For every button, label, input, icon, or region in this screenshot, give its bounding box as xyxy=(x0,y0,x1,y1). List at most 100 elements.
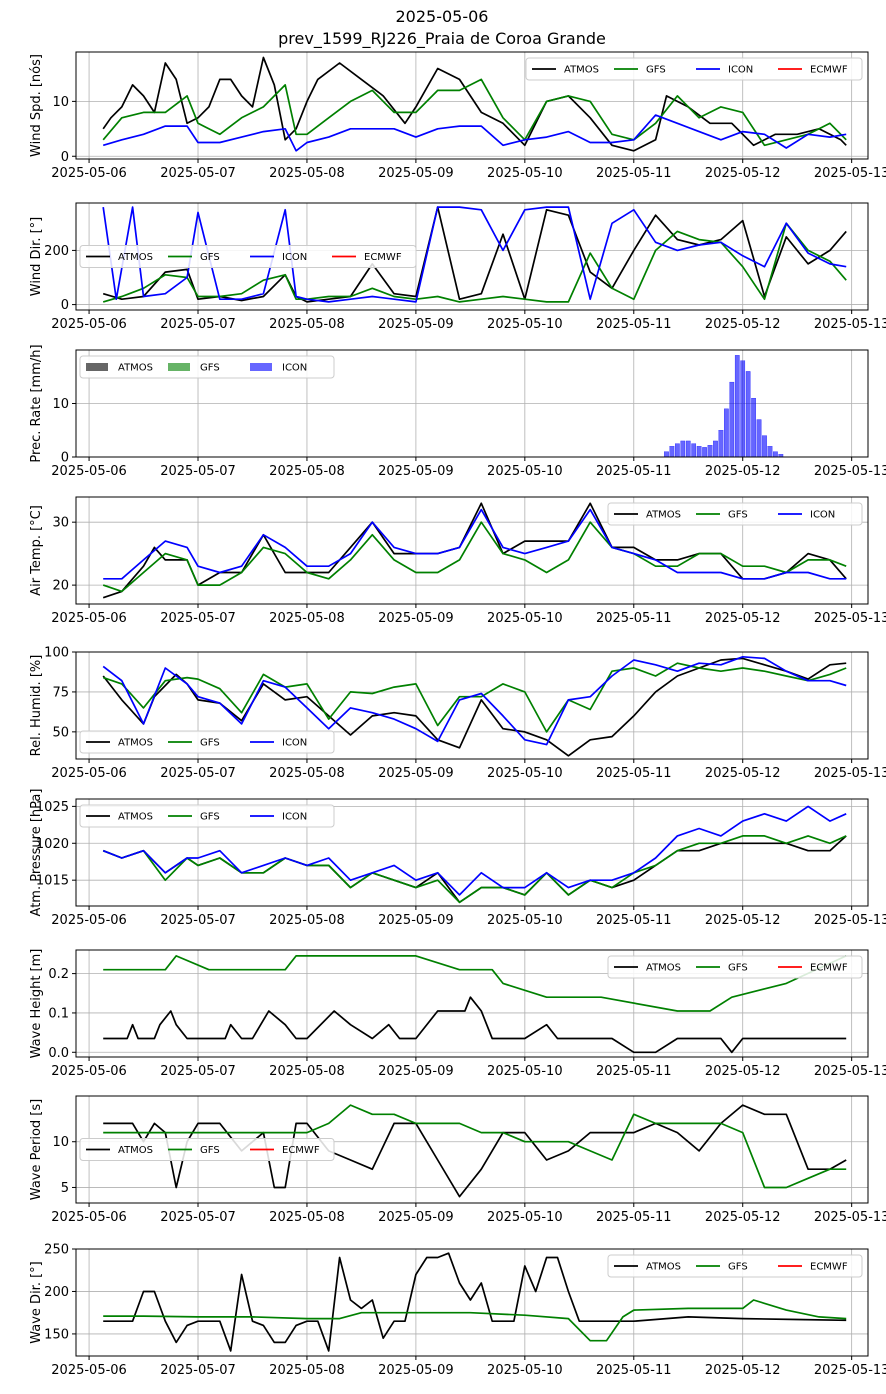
legend-label-ecmwf: ECMWF xyxy=(364,252,402,263)
legend-box xyxy=(525,57,863,81)
x-tick-label: 2025-05-07 xyxy=(160,1363,236,1378)
y-axis-label: Rel. Humid. [%] xyxy=(29,655,44,757)
x-tick-label: 2025-05-13 xyxy=(814,317,886,332)
y-axis-label: Atm. Pressure [hPa] xyxy=(29,789,44,917)
legend-label-gfs: GFS xyxy=(728,510,748,521)
series-line-gfs xyxy=(102,835,847,904)
bar-icon xyxy=(669,446,675,457)
panel-wave-height: 2025-05-06 2025-05-07 2025-05-08 2025-05-09… xyxy=(29,949,886,1079)
legend: ATMOS GFS ICON xyxy=(607,502,863,526)
x-tick-label: 2025-05-11 xyxy=(596,913,672,928)
legend-box xyxy=(607,1254,863,1278)
bar-icon xyxy=(756,419,762,457)
x-tick-label: 2025-05-12 xyxy=(705,766,781,781)
axes-frame xyxy=(75,798,869,907)
series-line-atmos xyxy=(103,1252,847,1352)
legend-swatch-atmos xyxy=(86,363,108,371)
bar-icon xyxy=(745,371,751,457)
x-tick-label: 2025-05-07 xyxy=(160,464,236,479)
bar-icon xyxy=(707,445,713,457)
x-tick-label: 2025-05-11 xyxy=(596,317,672,332)
bar-icon xyxy=(696,446,702,457)
x-tick-label: 2025-05-10 xyxy=(487,1363,563,1378)
legend-box xyxy=(79,730,335,754)
panel-precipitation: 2025-05-06 2025-05-07 2025-05-08 2025-05-09… xyxy=(29,344,886,479)
y-axis-label: Prec. Rate [mm/h] xyxy=(29,344,44,462)
y-tick-label: 5 xyxy=(61,1181,69,1196)
plot-area xyxy=(102,805,847,904)
legend-box xyxy=(79,355,335,379)
y-tick-label: 10 xyxy=(52,1135,69,1150)
x-tick-label: 2025-05-12 xyxy=(705,913,781,928)
legend-label-atmos: ATMOS xyxy=(118,252,153,263)
x-tick-label: 2025-05-13 xyxy=(814,766,886,781)
panel-wind-speed: 2025-05-06 2025-05-07 2025-05-08 2025-05-09… xyxy=(29,51,886,181)
x-tick-label: 2025-05-10 xyxy=(487,464,563,479)
legend-label-gfs: GFS xyxy=(646,65,666,76)
plot-area xyxy=(103,1104,847,1198)
x-tick-label: 2025-05-11 xyxy=(596,1363,672,1378)
bar-icon xyxy=(675,443,680,457)
x-tick-label: 2025-05-08 xyxy=(269,913,345,928)
x-tick-label: 2025-05-06 xyxy=(51,1210,127,1225)
legend-swatch-gfs xyxy=(168,363,190,371)
legend-label-icon: ICON xyxy=(282,252,307,263)
series-line-icon xyxy=(103,508,847,580)
axes-frame xyxy=(75,51,869,160)
legend-label-gfs: GFS xyxy=(200,363,220,374)
x-tick-label: 2025-05-12 xyxy=(705,1363,781,1378)
x-tick-label: 2025-05-08 xyxy=(269,166,345,181)
legend-label-ecmwf: ECMWF xyxy=(282,1145,320,1156)
legend-label-gfs: GFS xyxy=(200,738,220,749)
panel-wave-period: 2025-05-06 2025-05-07 2025-05-08 2025-05-09… xyxy=(29,1095,886,1225)
x-tick-label: 2025-05-13 xyxy=(814,166,886,181)
y-tick-label: 200 xyxy=(44,244,69,259)
x-tick-label: 2025-05-13 xyxy=(814,1064,886,1079)
x-tick-label: 2025-05-11 xyxy=(596,166,672,181)
bar-icon xyxy=(713,440,718,457)
series-line-atmos xyxy=(102,657,847,757)
legend-label-atmos: ATMOS xyxy=(118,738,153,749)
series-line-gfs xyxy=(102,662,847,733)
figure-subtitle: prev_1599_RJ226_Praia de Coroa Grande xyxy=(278,29,606,49)
legend-label-atmos: ATMOS xyxy=(646,1262,681,1273)
legend-label-atmos: ATMOS xyxy=(564,65,599,76)
y-tick-label: 100 xyxy=(44,646,69,661)
series-line-gfs xyxy=(103,1104,847,1189)
legend-label-atmos: ATMOS xyxy=(646,510,681,521)
y-axis-label: Air Temp. [°C] xyxy=(29,505,44,596)
legend-label-gfs: GFS xyxy=(728,963,748,974)
x-tick-label: 2025-05-06 xyxy=(51,1363,127,1378)
x-tick-label: 2025-05-12 xyxy=(705,166,781,181)
x-tick-label: 2025-05-11 xyxy=(596,766,672,781)
legend: ATMOS GFS ICON xyxy=(79,804,335,828)
legend-label-ecmwf: ECMWF xyxy=(810,65,848,76)
x-tick-label: 2025-05-11 xyxy=(596,611,672,626)
legend: ATMOS GFS ECMWF xyxy=(607,955,863,979)
plot-area xyxy=(102,56,847,152)
figure-title: 2025-05-06 xyxy=(396,7,489,26)
bar-icon xyxy=(729,381,735,457)
bar-icon xyxy=(762,435,767,457)
x-tick-label: 2025-05-09 xyxy=(378,1210,454,1225)
bar-icon xyxy=(718,430,724,457)
x-tick-label: 2025-05-09 xyxy=(378,317,454,332)
x-tick-label: 2025-05-12 xyxy=(705,1064,781,1079)
x-tick-label: 2025-05-07 xyxy=(160,1210,236,1225)
x-tick-label: 2025-05-09 xyxy=(378,1064,454,1079)
axes-frame xyxy=(75,496,869,605)
x-tick-label: 2025-05-10 xyxy=(487,1210,563,1225)
x-tick-label: 2025-05-08 xyxy=(269,1363,345,1378)
y-tick-label: 30 xyxy=(52,516,69,531)
x-tick-label: 2025-05-11 xyxy=(596,1064,672,1079)
panel-relative-humidity: 2025-05-06 2025-05-07 2025-05-08 2025-05-09… xyxy=(29,646,886,782)
bar-icon xyxy=(691,443,697,457)
y-axis-label: Wind Dir. [°] xyxy=(29,217,44,297)
x-tick-label: 2025-05-09 xyxy=(378,1363,454,1378)
x-tick-label: 2025-05-10 xyxy=(487,166,563,181)
panel-wave-direction: 2025-05-06 2025-05-07 2025-05-08 2025-05-09… xyxy=(29,1243,886,1379)
x-tick-label: 2025-05-09 xyxy=(378,766,454,781)
x-tick-label: 2025-05-10 xyxy=(487,611,563,626)
